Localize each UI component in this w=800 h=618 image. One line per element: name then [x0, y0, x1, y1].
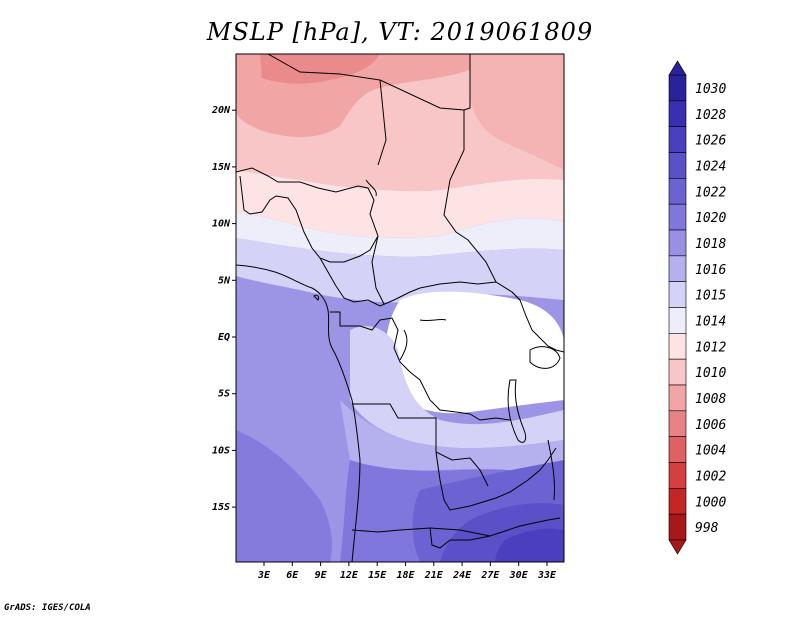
lon-label: 21E	[424, 570, 444, 581]
colorbar-swatch	[668, 255, 687, 282]
colorbar-swatch	[668, 126, 687, 153]
colorbar-swatch	[668, 384, 687, 412]
colorbar-label: 1010	[695, 366, 726, 381]
colorbar: 1030 1028 1026 1024 1022 1020 1018 1016 1015 1014…	[668, 60, 726, 555]
band-1008-east	[470, 54, 564, 170]
lat-label: 15N	[212, 162, 231, 173]
colorbar-label: 1015	[695, 289, 726, 304]
colorbar-label: 1008	[695, 392, 726, 407]
colorbar-label: 1022	[695, 185, 726, 200]
lat-label: 10N	[212, 219, 231, 230]
colorbar-label: 1012	[695, 340, 726, 355]
pressure-field	[236, 54, 564, 562]
lake-victoria	[529, 346, 561, 369]
border-zambia	[435, 447, 557, 511]
lon-label: 18E	[396, 570, 415, 581]
lat-label: 5S	[218, 389, 230, 400]
island-bioko	[313, 294, 319, 301]
band-1018-south	[340, 400, 564, 480]
border-east-africa	[511, 291, 564, 353]
colorbar-swatch	[668, 74, 687, 102]
longitude-axis: 3E 6E 9E 12E 15E 18E 21E 24E 27E 30E 33E	[257, 562, 557, 581]
border-west-africa	[239, 175, 379, 263]
colorbar-swatch	[668, 100, 687, 127]
colorbar-label: 1024	[695, 159, 726, 174]
map-frame	[235, 53, 565, 563]
border-sahel	[236, 167, 379, 237]
border-southern-africa	[429, 527, 491, 549]
map-title: MSLP [hPa], VT: 2019061809	[206, 18, 594, 46]
colorbar-swatch	[668, 488, 687, 515]
borders	[236, 54, 564, 562]
colorbar-swatch	[668, 358, 687, 386]
band-1026-southeast	[495, 528, 564, 562]
lat-label: 20N	[211, 105, 231, 116]
border-congo	[330, 311, 511, 421]
colorbar-label: 1026	[695, 134, 726, 149]
lon-label: 27E	[480, 570, 500, 581]
colorbar-label: 1002	[695, 469, 726, 484]
colorbar-label: 1018	[695, 237, 726, 252]
colorbar-label: 1000	[695, 495, 726, 510]
border-mali-algeria	[267, 54, 387, 166]
band-1016	[236, 238, 564, 303]
border-angola-namibia	[351, 517, 561, 537]
colorbar-swatch	[668, 152, 687, 179]
colorbar-label: 1004	[695, 444, 726, 459]
colorbar-swatch	[668, 229, 687, 257]
band-1014	[236, 212, 564, 257]
lon-label: 12E	[340, 570, 359, 581]
lon-label: 33E	[537, 570, 557, 581]
colorbar-label: 1030	[695, 82, 726, 97]
lat-label: 5N	[218, 275, 231, 286]
lat-label: 15S	[212, 502, 230, 513]
lat-label: 10S	[212, 445, 230, 456]
band-1020-south	[236, 430, 332, 562]
lat-label: EQ	[218, 332, 230, 343]
colorbar-swatch	[668, 333, 687, 360]
border-cameroon-car	[371, 235, 385, 305]
border-libya-egypt	[463, 54, 471, 111]
latitude-axis: 20N 15N 10N 5N EQ 5S 10S 15S	[211, 105, 236, 513]
lon-label: 3E	[257, 570, 271, 581]
colorbar-label: 1016	[695, 263, 726, 278]
lon-label: 15E	[368, 570, 387, 581]
colorbar-swatch	[668, 307, 687, 334]
colorbar-swatch	[668, 436, 687, 463]
lon-label: 24E	[452, 570, 472, 581]
lon-label: 30E	[509, 570, 529, 581]
band-1006	[260, 54, 380, 84]
colorbar-swatch	[668, 462, 687, 489]
colorbar-swatch	[668, 410, 687, 437]
band-1012	[236, 170, 564, 238]
colorbar-label: 998	[695, 521, 719, 536]
river-congo	[399, 318, 447, 361]
colorbar-bottom-arrow	[668, 539, 687, 555]
colorbar-swatch	[668, 513, 687, 541]
lake-chad	[365, 179, 377, 197]
colorbar-label: 1014	[695, 314, 726, 329]
lake-malawi	[547, 439, 555, 501]
grads-credit: GrADS: IGES/COLA	[4, 603, 91, 613]
colorbar-label: 1006	[695, 418, 726, 433]
colorbar-swatch	[668, 281, 687, 308]
coastline-west	[236, 264, 361, 562]
colorbar-label: 1028	[695, 108, 726, 123]
lake-tanganyika	[507, 379, 527, 443]
colorbar-label: 1020	[695, 211, 726, 226]
border-nigeria-cameroon	[319, 257, 521, 307]
colorbar-swatch	[668, 178, 687, 205]
border-niger-chad	[379, 79, 497, 283]
colorbar-top-arrow	[668, 60, 687, 76]
central-white-blob	[385, 291, 564, 414]
colorbar-swatch	[668, 203, 687, 231]
lon-label: 6E	[286, 570, 299, 581]
lon-label: 9E	[315, 570, 328, 581]
